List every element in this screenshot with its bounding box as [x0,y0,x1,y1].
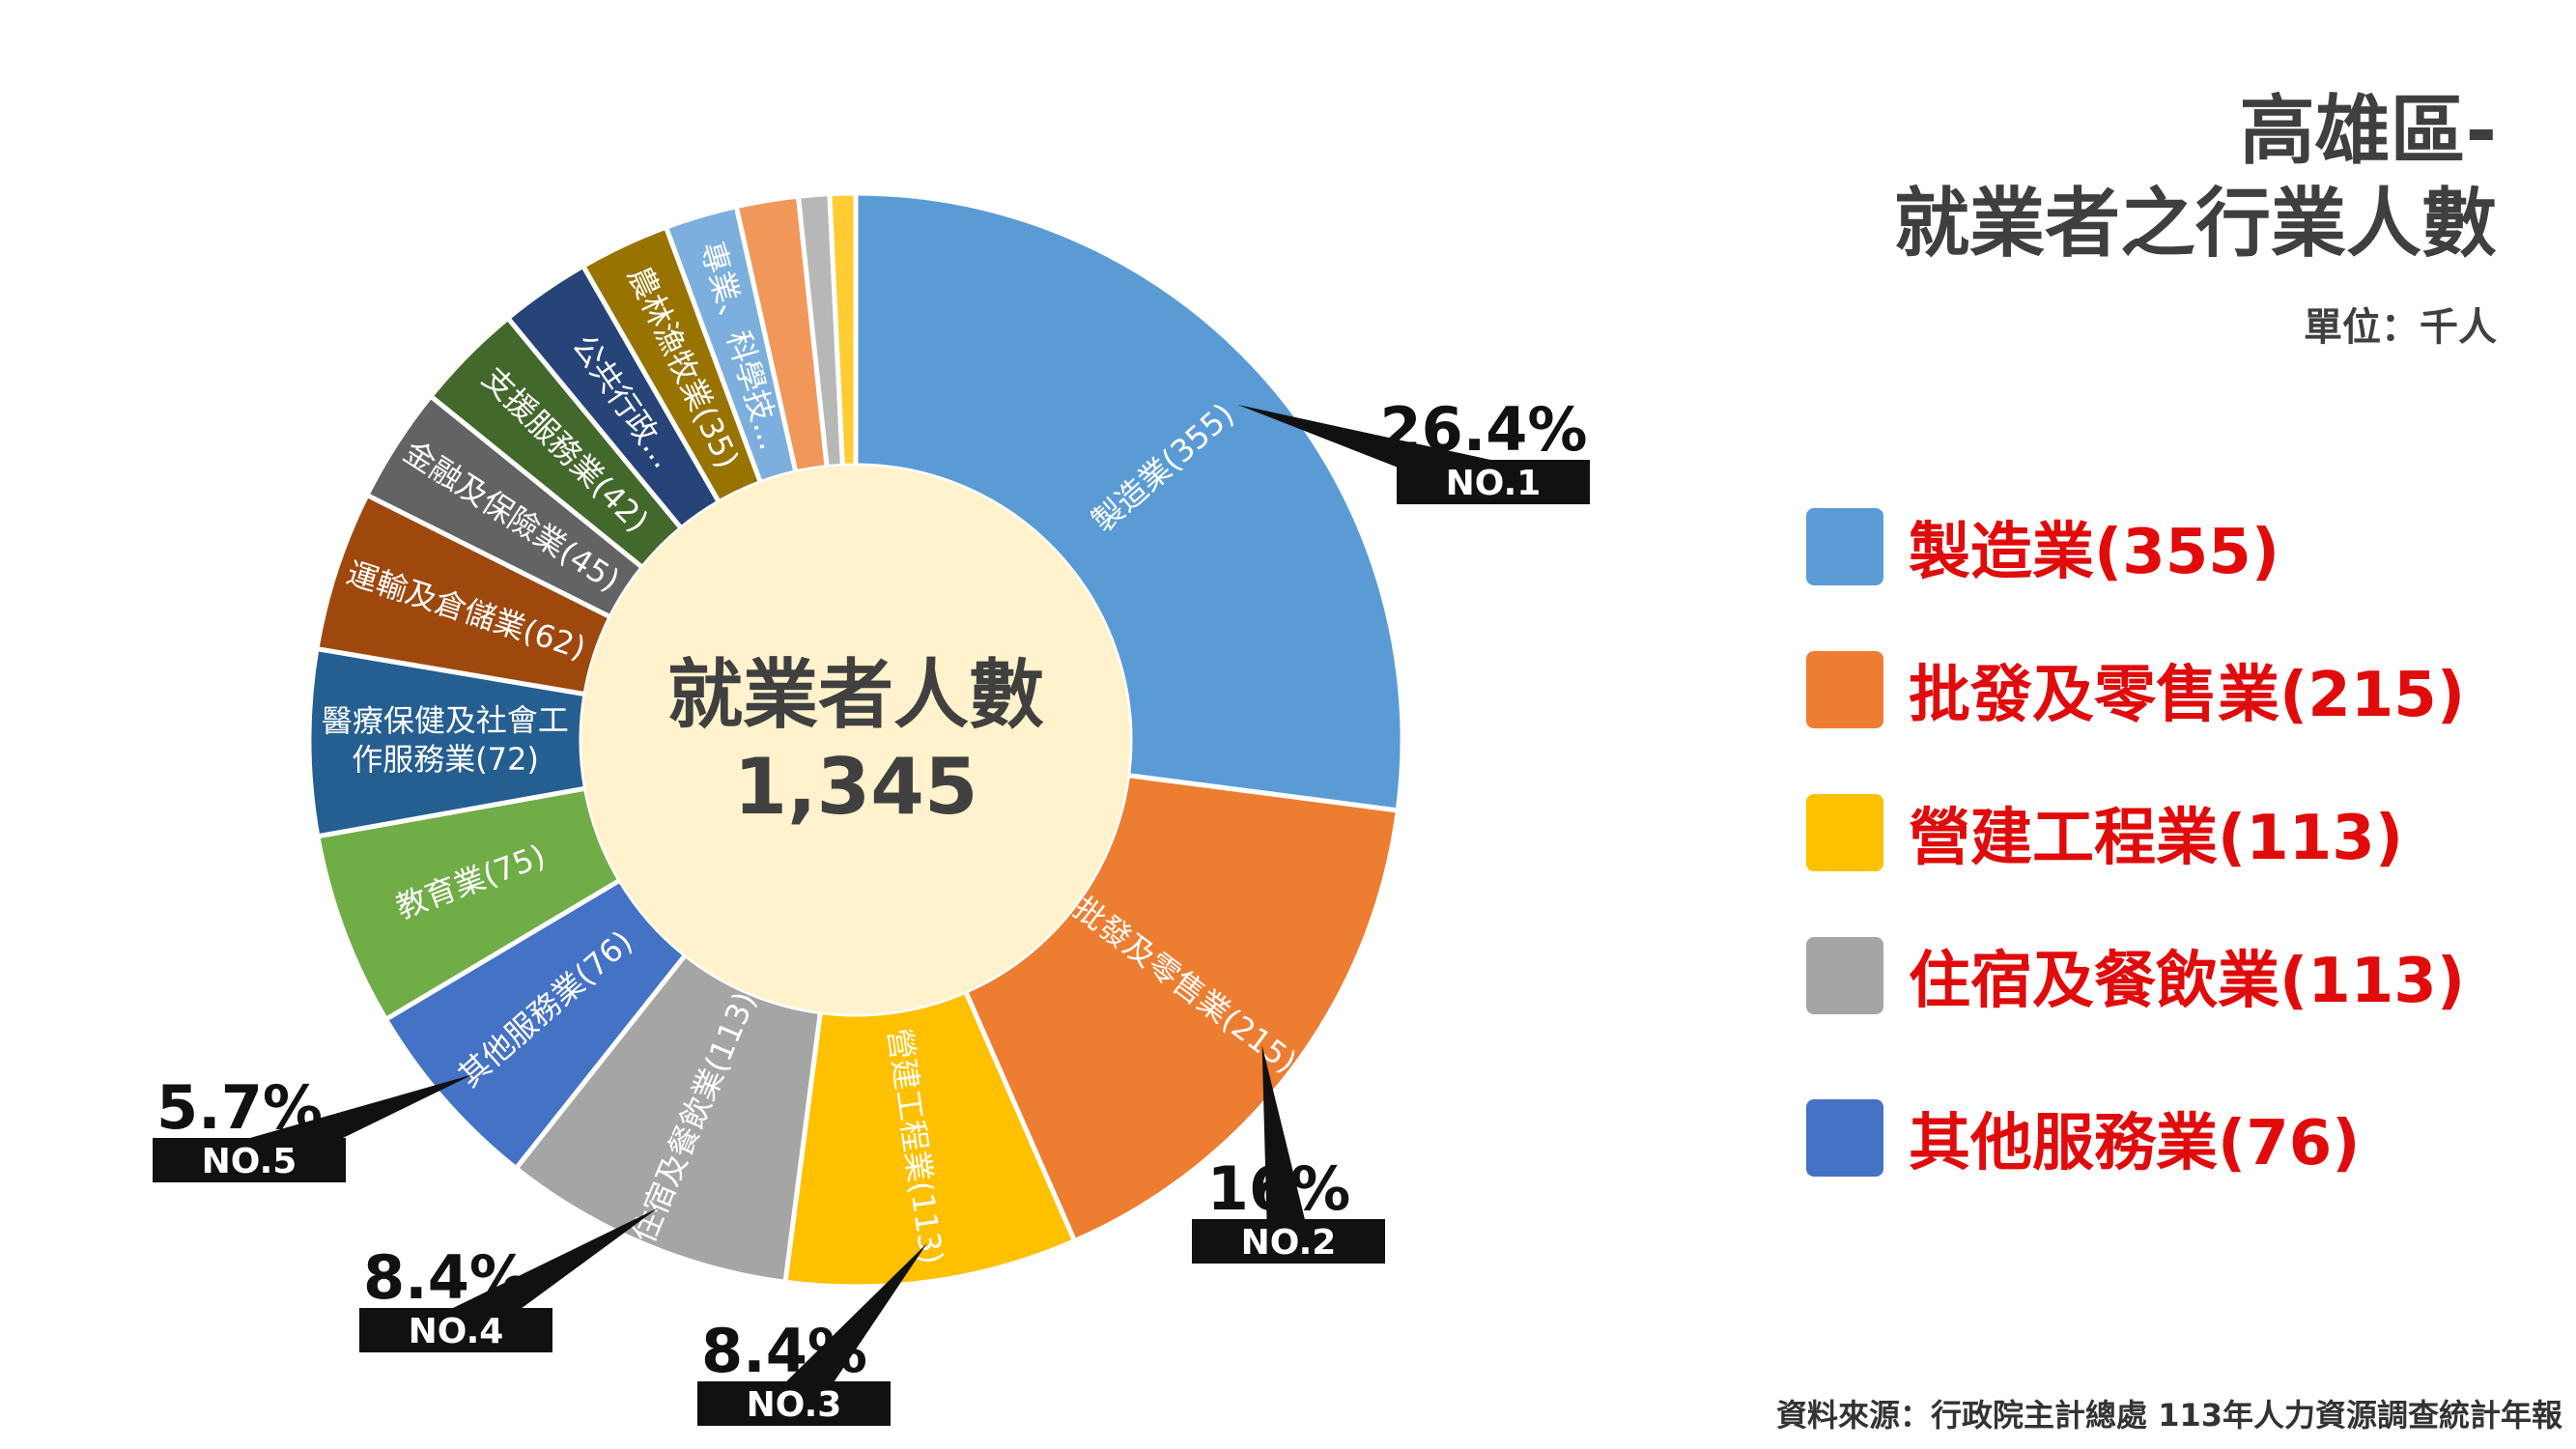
legend-item-manufacturing: 製造業(355) [1806,502,2279,591]
legend-item-construction: 營建工程業(113) [1806,788,2403,877]
callout-percent: 26.4% [1379,394,1587,465]
callout-percent: 5.7% [156,1072,323,1143]
legend-label: 批發及零售業(215) [1909,660,2466,731]
callout-pointer [778,1242,928,1418]
callout-rank: NO.2 [1241,1223,1337,1263]
callout-no1: NO.126.4% [1237,394,1590,504]
legend-label: 住宿及餐飲業(113) [1909,946,2466,1017]
callout-no4: NO.48.4% [359,1208,659,1352]
legend-swatch [1806,651,1883,728]
donut-center [581,466,1130,1014]
callout-pointer [1261,1044,1310,1244]
legend-item-hospitality: 住宿及餐飲業(113) [1806,931,2465,1020]
slice-label-7: 醫療保健及社會工作服務業(72) [322,701,569,778]
center-value: 1,345 [733,742,977,832]
title-line-2: 就業者之行業人數 [1893,181,2497,268]
callout-no2: NO.216% [1192,1044,1385,1264]
legend-label: 製造業(355) [1909,517,2280,588]
callout-box [697,1381,891,1426]
callout-box [153,1138,346,1182]
callout-no5: NO.55.7% [153,1072,473,1182]
unit-label: 單位：千人 [2304,305,2497,350]
legend-item-other-services: 其他服務業(76) [1806,1094,2361,1182]
callout-box [359,1308,552,1352]
rank-callouts: NO.126.4%NO.216%NO.38.4%NO.48.4%NO.55.7% [153,394,1590,1426]
chart-slices [306,190,1405,1290]
callout-rank: NO.4 [409,1312,504,1351]
legend-label: 其他服務業(76) [1909,1108,2361,1179]
slice-1 [853,190,1405,813]
chart-title: 高雄區- 就業者之行業人數 [1894,85,2497,270]
legend-item-wholesale: 批發及零售業(215) [1806,645,2465,734]
callout-percent: 8.4% [363,1242,529,1313]
callout-rank: NO.5 [202,1142,297,1181]
callout-rank: NO.3 [747,1385,842,1425]
legend-label: 營建工程業(113) [1909,803,2404,874]
legend-swatch [1806,937,1883,1014]
callout-rank: NO.1 [1446,464,1542,503]
title-line-1: 高雄區- [2239,88,2497,175]
callout-percent: 8.4% [701,1316,867,1386]
source-note: 資料來源：行政院主計總處 113年人力資源調查統計年報 [1776,1397,2562,1434]
legend-swatch [1806,1099,1883,1177]
center-label: 就業者人數 [667,652,1044,739]
callout-no3: NO.38.4% [697,1242,928,1426]
legend-swatch [1806,508,1883,585]
callout-box [1192,1219,1385,1264]
legend-swatch [1806,794,1883,871]
callout-percent: 16% [1207,1153,1350,1224]
callout-box [1397,460,1590,504]
